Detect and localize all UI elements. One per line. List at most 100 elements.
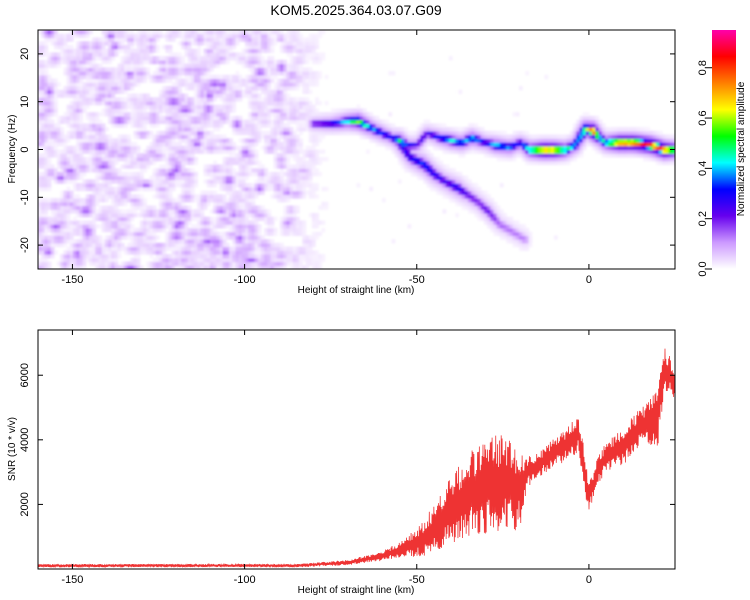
spectrogram-cell <box>44 235 49 240</box>
spectrogram-cell <box>130 33 135 39</box>
spectrogram-cell <box>216 239 221 244</box>
spectrogram-cell <box>133 100 138 106</box>
spectrogram-cell <box>251 156 256 162</box>
spectrogram-cell <box>130 56 135 61</box>
spectrogram-cell <box>289 209 294 214</box>
spectrogram-cell <box>248 186 252 192</box>
spectrogram-cell <box>146 115 151 121</box>
spectrogram-cell <box>292 190 297 195</box>
spectrogram-cell <box>168 224 173 229</box>
spectrogram-cell <box>92 123 96 128</box>
spectrogram-cell <box>318 119 323 124</box>
spectrogram-cell <box>273 63 278 68</box>
spectrogram-cell <box>289 227 294 233</box>
spectrogram-cell <box>60 212 65 218</box>
spectrogram-cell <box>280 37 284 42</box>
spectrogram-cell <box>264 78 268 83</box>
spectrogram-cell <box>47 145 52 151</box>
spectrogram-cell <box>264 100 268 106</box>
spectrogram-cell <box>73 220 77 225</box>
spectrogram-cell <box>225 89 230 95</box>
spectrogram-cell <box>267 138 272 143</box>
spectrogram-cell <box>241 160 246 166</box>
spectrogram-cell <box>73 261 77 266</box>
spectrogram-cell <box>209 261 214 266</box>
spectrogram-cell <box>248 156 252 162</box>
spectrogram-cell <box>130 194 135 199</box>
spectrogram-cell <box>44 261 49 266</box>
spectrogram-cell <box>251 201 256 207</box>
spectrogram-cell <box>388 138 393 143</box>
spectrogram-cell <box>225 78 230 83</box>
spectrogram-cell <box>200 56 205 61</box>
spectrogram-cell <box>181 194 186 199</box>
spectrogram-cell <box>155 48 160 53</box>
spectrogram-cell <box>299 231 303 236</box>
spectrogram-cell <box>152 205 157 210</box>
spectrogram-cell <box>308 119 313 124</box>
spectrogram-cell <box>299 127 303 132</box>
spectrogram-cell <box>143 246 147 251</box>
spectrogram-cell <box>232 127 237 132</box>
spectrogram-cell <box>114 52 119 57</box>
spectrogram-cell <box>190 41 195 46</box>
spectrogram-cell <box>209 224 214 229</box>
spectrogram-cell <box>257 127 262 132</box>
spectrogram-cell <box>95 93 100 98</box>
spectrogram-cell <box>302 82 307 87</box>
spectrogram-cell <box>95 212 100 218</box>
spectrogram-cell <box>114 257 119 263</box>
spectrogram-cell <box>111 153 116 158</box>
spectrogram-cell <box>66 257 71 263</box>
spectrogram-cell <box>216 179 221 184</box>
spectrogram-cell <box>171 52 176 57</box>
spectrogram-cell <box>168 254 173 259</box>
spectrogram-cell <box>254 156 259 162</box>
spectrogram-cell <box>85 212 90 218</box>
spectrogram-cell <box>248 104 252 110</box>
spectrogram-cell <box>372 127 377 132</box>
spectrogram-cell <box>149 97 154 102</box>
spectrogram-cell <box>76 156 81 162</box>
spectrogram-cell <box>311 37 316 42</box>
spectrogram-cell <box>69 123 74 128</box>
spectrogram-cell <box>315 82 319 87</box>
spectrogram-cell <box>197 242 202 248</box>
spectrogram-cell <box>149 33 154 39</box>
spectrogram-cell <box>143 67 147 72</box>
spectrogram-cell <box>251 41 256 46</box>
spectrogram-cell <box>53 235 58 240</box>
spectrogram-cell <box>92 257 96 263</box>
spectrogram-cell <box>66 224 71 229</box>
spectrogram-cell <box>404 145 409 151</box>
spectrogram-cell <box>139 48 144 53</box>
spectrogram-cell <box>184 97 189 102</box>
spectrogram-cell <box>241 89 246 95</box>
spectrogram-cell <box>76 183 81 188</box>
spectrogram-cell <box>219 175 224 180</box>
spectrogram-cell <box>159 190 163 195</box>
spectrogram-cell <box>104 153 109 158</box>
spectrogram-cell <box>82 108 87 113</box>
spectrogram-cell <box>101 100 106 106</box>
spectrogram-cell <box>69 130 74 136</box>
spectrogram-cell <box>111 56 116 61</box>
spectrogram-cell <box>254 93 259 98</box>
spectrogram-cell <box>190 261 195 266</box>
spectrogram-cell <box>283 190 288 195</box>
spectrogram-cell <box>206 168 211 173</box>
spectrogram-cell <box>401 160 405 166</box>
spectrogram-cell <box>124 97 128 102</box>
spectrogram-cell <box>251 119 256 124</box>
spectrogram-cell <box>136 37 141 42</box>
spectrogram-cell <box>257 190 262 195</box>
spectrogram-cell <box>108 186 112 192</box>
spectrogram-cell <box>232 108 237 113</box>
spectrogram-cell <box>248 265 252 269</box>
spectrogram-cell <box>38 220 42 225</box>
spectrogram-cell <box>206 265 211 269</box>
spectrogram-cell <box>181 44 186 50</box>
spectrogram-cell <box>283 149 288 154</box>
spectrogram-cell <box>95 261 100 266</box>
spectrogram-cell <box>248 239 252 244</box>
